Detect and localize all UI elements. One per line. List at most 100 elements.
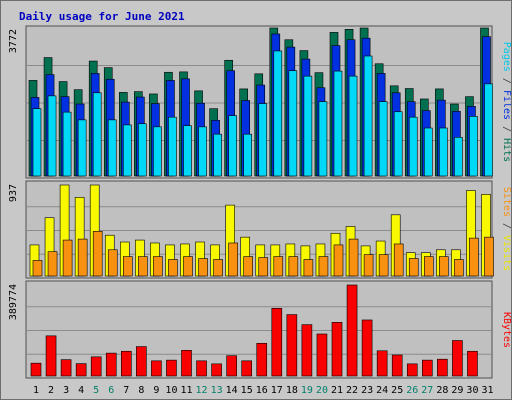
bar-kbytes-day-30 (467, 350, 478, 377)
bar-sites-day-23 (363, 254, 374, 277)
x-tick-label-day-24: 24 (376, 385, 388, 396)
x-tick-label-day-25: 25 (391, 385, 403, 396)
bar-sites-day-12 (198, 258, 208, 277)
bar-kbytes-day-22 (346, 284, 358, 377)
bar-sites-day-4 (77, 238, 88, 277)
y-axis-max-label: 3772 (8, 29, 19, 53)
bar-kbytes-day-7 (121, 350, 132, 377)
bar-sites-day-18 (288, 256, 299, 277)
bar-pages-day-20 (318, 101, 328, 177)
bar-kbytes-day-23 (361, 319, 373, 377)
bar-kbytes-day-13 (211, 363, 222, 377)
bar-kbytes-day-9 (151, 360, 162, 377)
panel-hits-files-pages: 3772 Pages / Files / Hits (8, 25, 512, 179)
bar-pages-day-27 (423, 127, 433, 177)
bar-pages-day-11 (183, 125, 192, 177)
legend-part: Pages (501, 42, 511, 72)
bar-kbytes-day-28 (437, 358, 448, 377)
bar-pages-day-4 (77, 119, 87, 177)
x-tick-label-day-12: 12 (196, 385, 208, 396)
legend-visits-sites: Sites / Visits (501, 187, 511, 271)
x-tick-label-day-26: 26 (406, 385, 418, 396)
bar-pages-day-1 (32, 108, 42, 177)
x-tick-label-day-31: 31 (481, 385, 493, 396)
x-tick-label-day-27: 27 (421, 385, 433, 396)
bar-sites-day-7 (123, 256, 133, 277)
bar-pages-day-31 (484, 83, 493, 177)
bar-pages-day-5 (92, 92, 102, 177)
legend-hits-files-pages: Pages / Files / Hits (501, 42, 511, 162)
x-axis-labels: 1 2 3 4 5 6 7 8 9 10 11 12 13 14 15 16 17 18 19 20 21 22 23 24 2… (33, 385, 494, 396)
bar-pages-day-28 (439, 127, 448, 177)
bar-pages-day-2 (47, 95, 57, 177)
x-tick-label-day-9: 9 (153, 385, 159, 396)
bar-sites-day-22 (348, 238, 359, 277)
panel-visits-sites: 937 Sites / Visits (8, 180, 512, 279)
bar-sites-day-2 (47, 251, 58, 277)
bar-kbytes-day-26 (406, 363, 418, 377)
bar-pages-day-29 (454, 136, 463, 177)
bar-sites-day-11 (183, 256, 193, 277)
x-tick-label-day-15: 15 (241, 385, 253, 396)
legend-part: KBytes (501, 312, 511, 348)
x-tick-label-day-13: 13 (211, 385, 223, 396)
bar-kbytes-day-10 (166, 359, 177, 377)
bar-kbytes-day-12 (196, 360, 207, 377)
bar-kbytes-day-8 (136, 346, 147, 377)
legend-part: / (501, 217, 511, 235)
bar-sites-day-9 (153, 256, 163, 277)
bar-kbytes-day-15 (241, 360, 252, 377)
bar-sites-day-20 (318, 256, 329, 277)
bar-sites-day-1 (32, 260, 43, 277)
bar-kbytes-day-25 (391, 354, 403, 377)
bar-pages-day-18 (288, 70, 298, 177)
bar-sites-day-10 (168, 259, 178, 277)
bar-sites-day-28 (439, 256, 449, 277)
x-tick-label-day-2: 2 (48, 385, 54, 396)
x-tick-label-day-5: 5 (93, 385, 99, 396)
x-tick-label-day-21: 21 (331, 385, 343, 396)
bar-sites-day-15 (243, 256, 253, 277)
panel-kbytes: 389774 KBytes (8, 280, 512, 379)
bar-kbytes-day-11 (181, 350, 192, 377)
bar-pages-day-19 (303, 75, 313, 177)
legend-kbytes: KBytes (501, 312, 511, 348)
bar-kbytes-day-17 (271, 307, 283, 377)
x-tick-label-day-16: 16 (256, 385, 268, 396)
x-tick-label-day-18: 18 (286, 385, 298, 396)
bar-pages-day-12 (198, 126, 207, 177)
x-tick-label-day-8: 8 (138, 385, 144, 396)
bar-sites-day-17 (273, 256, 284, 277)
bar-kbytes-day-24 (376, 350, 388, 377)
bar-pages-day-16 (258, 103, 268, 177)
bar-pages-day-6 (107, 119, 117, 177)
bar-sites-day-19 (303, 259, 314, 277)
legend-part: Sites (501, 187, 511, 217)
bar-pages-day-8 (138, 123, 147, 177)
bar-pages-day-23 (363, 55, 373, 177)
legend-part: / (501, 120, 511, 138)
bar-sites-day-3 (62, 239, 73, 277)
bar-sites-day-27 (423, 256, 434, 277)
bar-kbytes-day-16 (256, 343, 268, 377)
chart-panels: 3772 Pages / Files / Hits 937 Sites / Visit… (8, 25, 512, 396)
bar-kbytes-day-2 (45, 335, 57, 377)
bar-sites-day-31 (484, 236, 494, 277)
bar-pages-day-25 (393, 111, 403, 177)
bar-kbytes-day-20 (316, 333, 328, 377)
legend-part: Visits (501, 235, 511, 271)
bar-pages-day-9 (153, 126, 162, 177)
bar-sites-day-8 (138, 256, 148, 277)
bar-sites-day-30 (469, 237, 479, 277)
bar-pages-day-17 (273, 50, 283, 177)
bar-kbytes-day-18 (286, 314, 298, 377)
x-tick-label-day-29: 29 (451, 385, 463, 396)
x-tick-label-day-23: 23 (361, 385, 373, 396)
y-axis-max-label: 389774 (8, 284, 19, 320)
x-tick-label-day-3: 3 (63, 385, 69, 396)
x-tick-label-day-6: 6 (108, 385, 114, 396)
bar-sites-day-6 (107, 249, 118, 277)
legend-part: Hits (501, 138, 511, 162)
